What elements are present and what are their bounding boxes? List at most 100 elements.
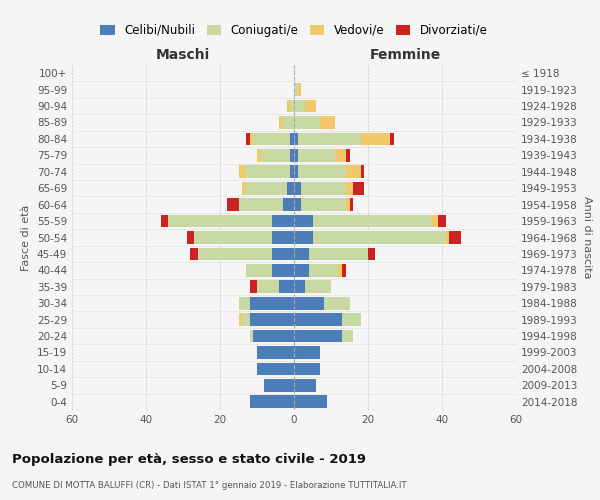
Bar <box>272 231 294 244</box>
Bar <box>298 83 301 96</box>
Bar <box>265 379 294 392</box>
Bar <box>272 214 294 228</box>
Bar <box>253 330 294 342</box>
Bar <box>309 248 368 260</box>
Bar <box>294 100 305 112</box>
Bar <box>260 149 290 162</box>
Bar <box>342 264 346 277</box>
Bar <box>279 116 283 129</box>
Bar <box>301 182 346 194</box>
Bar <box>390 132 394 145</box>
Text: Maschi: Maschi <box>156 48 210 62</box>
Bar <box>309 264 338 277</box>
Bar <box>342 330 353 342</box>
Bar <box>298 166 346 178</box>
Bar <box>246 264 272 277</box>
Bar <box>294 396 328 408</box>
Bar <box>290 166 294 178</box>
Bar <box>294 330 342 342</box>
Bar <box>283 116 294 129</box>
Bar <box>294 198 301 211</box>
Bar <box>294 362 320 376</box>
Bar <box>294 214 313 228</box>
Bar <box>361 166 364 178</box>
Bar <box>320 116 335 129</box>
Bar <box>194 231 272 244</box>
Bar <box>242 313 250 326</box>
Bar <box>368 248 376 260</box>
Bar <box>338 264 342 277</box>
Bar <box>161 214 168 228</box>
Bar <box>335 149 346 162</box>
Bar <box>253 132 290 145</box>
Bar <box>361 132 390 145</box>
Bar <box>250 313 294 326</box>
Bar <box>294 166 298 178</box>
Bar <box>294 313 342 326</box>
Bar <box>294 182 301 194</box>
Bar <box>239 166 246 178</box>
Bar <box>446 231 449 244</box>
Bar <box>272 264 294 277</box>
Bar <box>346 166 361 178</box>
Bar <box>313 214 431 228</box>
Text: Femmine: Femmine <box>370 48 440 62</box>
Y-axis label: Anni di nascita: Anni di nascita <box>581 196 592 279</box>
Bar <box>294 248 309 260</box>
Bar <box>198 248 272 260</box>
Bar <box>290 149 294 162</box>
Bar <box>349 198 353 211</box>
Bar <box>290 132 294 145</box>
Text: Popolazione per età, sesso e stato civile - 2019: Popolazione per età, sesso e stato civil… <box>12 452 366 466</box>
Bar <box>168 214 272 228</box>
Bar <box>294 264 309 277</box>
Bar <box>257 346 294 359</box>
Bar <box>294 297 323 310</box>
Bar <box>250 297 294 310</box>
Bar <box>257 149 260 162</box>
Bar <box>346 182 353 194</box>
Bar <box>449 231 461 244</box>
Bar <box>298 149 335 162</box>
Bar <box>323 297 349 310</box>
Bar <box>294 132 298 145</box>
Bar <box>242 182 246 194</box>
Bar <box>305 280 331 293</box>
Y-axis label: Fasce di età: Fasce di età <box>22 204 31 270</box>
Bar <box>287 182 294 194</box>
Bar <box>246 132 250 145</box>
Bar <box>238 198 283 211</box>
Bar <box>298 132 361 145</box>
Bar <box>342 313 361 326</box>
Bar <box>294 83 298 96</box>
Bar <box>294 231 313 244</box>
Bar <box>294 149 298 162</box>
Bar <box>294 346 320 359</box>
Bar <box>250 132 253 145</box>
Bar <box>290 100 294 112</box>
Bar <box>294 116 320 129</box>
Bar <box>250 330 253 342</box>
Bar <box>187 231 194 244</box>
Bar <box>294 280 305 293</box>
Bar <box>294 379 316 392</box>
Bar <box>257 280 279 293</box>
Bar <box>313 231 446 244</box>
Bar <box>246 166 290 178</box>
Bar <box>346 149 349 162</box>
Bar <box>346 198 349 211</box>
Bar <box>239 297 250 310</box>
Bar <box>279 280 294 293</box>
Bar <box>239 313 242 326</box>
Bar <box>190 248 198 260</box>
Bar <box>287 100 290 112</box>
Bar <box>272 248 294 260</box>
Bar <box>305 100 316 112</box>
Bar <box>250 280 257 293</box>
Bar <box>353 182 364 194</box>
Bar <box>250 396 294 408</box>
Bar <box>431 214 438 228</box>
Bar <box>246 182 287 194</box>
Bar <box>283 198 294 211</box>
Bar <box>301 198 346 211</box>
